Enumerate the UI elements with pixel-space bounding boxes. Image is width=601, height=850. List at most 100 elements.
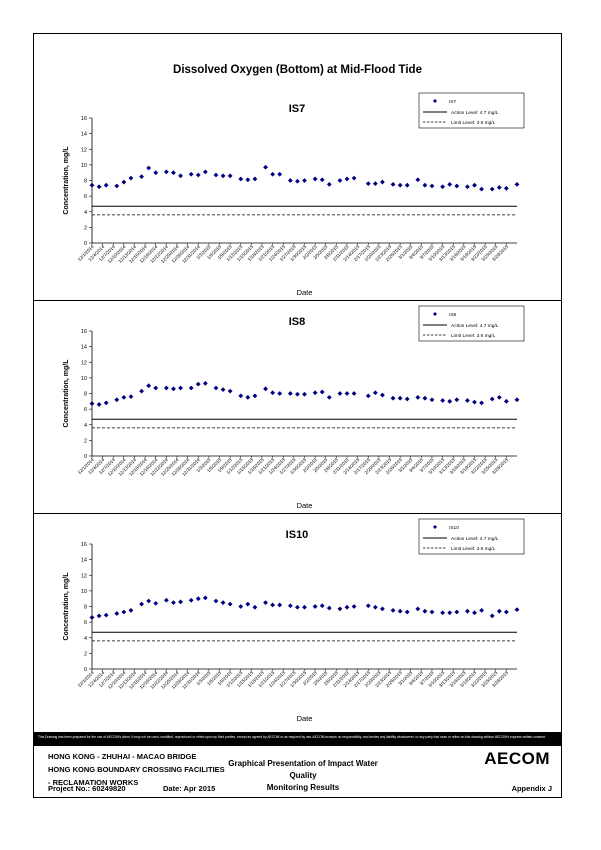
data-point xyxy=(277,602,283,608)
data-point xyxy=(202,380,208,386)
data-point xyxy=(270,602,276,608)
data-point xyxy=(351,175,357,181)
legend-series-label: IS10 xyxy=(449,525,459,531)
data-point xyxy=(344,604,350,610)
data-point xyxy=(372,390,378,396)
data-point xyxy=(89,182,95,188)
data-point xyxy=(415,606,421,612)
data-point xyxy=(415,177,421,183)
data-point xyxy=(447,398,453,404)
data-point xyxy=(344,391,350,396)
data-point xyxy=(415,395,421,400)
y-tick-label: 4 xyxy=(84,636,87,642)
page-frame xyxy=(33,33,562,798)
data-point xyxy=(422,182,428,188)
data-point xyxy=(245,601,251,607)
data-point xyxy=(514,397,520,403)
data-point xyxy=(178,385,183,391)
y-tick-label: 12 xyxy=(81,573,87,579)
data-point xyxy=(397,395,403,401)
data-point xyxy=(440,610,446,616)
data-point xyxy=(89,615,95,620)
data-point xyxy=(312,390,318,396)
data-point xyxy=(103,400,109,406)
y-tick-label: 6 xyxy=(84,194,87,200)
data-point xyxy=(479,400,484,406)
data-point xyxy=(238,604,244,609)
data-point xyxy=(454,183,460,189)
y-tick-label: 0 xyxy=(84,667,87,673)
footer: HONG KONG - ZHUHAI - MACAO BRIDGE HONG K… xyxy=(33,746,562,798)
data-point xyxy=(390,182,396,187)
data-point xyxy=(146,165,152,171)
data-point xyxy=(429,397,435,403)
project-number: Project No.: 60249820 xyxy=(48,784,126,793)
data-point xyxy=(171,170,176,176)
y-tick-label: 16 xyxy=(81,116,87,122)
data-point xyxy=(227,173,233,179)
data-point xyxy=(139,601,144,607)
data-point xyxy=(390,608,396,613)
data-point xyxy=(295,604,300,610)
y-tick-label: 12 xyxy=(81,360,87,366)
data-point xyxy=(344,176,350,182)
chart-panel-is10: IS10 0 2 4 6 8 10 12 14 16 Concentration, mg/L 12/1… xyxy=(34,514,561,726)
chart-panel-is7: IS7 0 2 4 6 8 10 12 14 16 Concentration, mg/L 12/1/… xyxy=(34,88,561,300)
data-point xyxy=(287,178,293,183)
data-point xyxy=(96,613,102,619)
data-point xyxy=(287,391,293,396)
data-point xyxy=(372,181,378,187)
data-point xyxy=(380,179,385,185)
chart-title: IS10 xyxy=(286,529,309,541)
project-name: HONG KONG - ZHUHAI - MACAO BRIDGE HONG K… xyxy=(48,750,225,789)
y-tick-label: 2 xyxy=(84,651,87,657)
data-point xyxy=(326,605,332,611)
data-point xyxy=(121,609,127,615)
data-point xyxy=(380,606,385,612)
data-point xyxy=(312,176,318,182)
data-point xyxy=(326,182,332,187)
y-tick-label: 16 xyxy=(81,542,87,548)
chart-title: IS8 xyxy=(289,316,306,328)
y-axis-label: Concentration, mg/L xyxy=(63,572,70,641)
y-tick-label: 6 xyxy=(84,407,87,413)
data-point xyxy=(128,608,134,613)
data-point xyxy=(514,607,520,613)
data-point xyxy=(252,393,258,399)
data-point xyxy=(89,401,95,407)
data-point xyxy=(465,184,470,190)
data-point xyxy=(503,398,509,404)
data-point xyxy=(103,182,109,188)
disclaimer-bar: This Drawing has been prepared for the u… xyxy=(34,732,561,746)
data-point xyxy=(465,608,470,614)
data-point xyxy=(489,186,495,192)
data-point xyxy=(429,609,435,615)
data-point xyxy=(213,172,219,178)
data-point xyxy=(171,600,176,605)
data-point xyxy=(227,388,233,394)
data-point xyxy=(163,597,169,603)
data-point xyxy=(489,613,495,619)
data-point xyxy=(472,610,477,616)
data-point xyxy=(128,394,134,400)
y-tick-label: 14 xyxy=(81,558,87,564)
data-point xyxy=(277,171,283,177)
data-point xyxy=(295,178,300,184)
data-point xyxy=(489,396,495,402)
data-point xyxy=(238,176,244,182)
data-point xyxy=(397,608,403,614)
data-point xyxy=(114,397,120,403)
data-point xyxy=(146,383,152,389)
data-point xyxy=(514,182,520,187)
data-point xyxy=(213,598,219,604)
data-point xyxy=(440,398,446,403)
data-point xyxy=(220,173,226,179)
panel-divider xyxy=(34,513,561,514)
data-point xyxy=(454,609,460,615)
data-point xyxy=(326,395,332,400)
y-tick-label: 2 xyxy=(84,225,87,231)
data-point xyxy=(365,181,371,187)
data-point xyxy=(404,396,410,402)
data-point xyxy=(337,606,343,612)
data-point xyxy=(472,182,477,188)
